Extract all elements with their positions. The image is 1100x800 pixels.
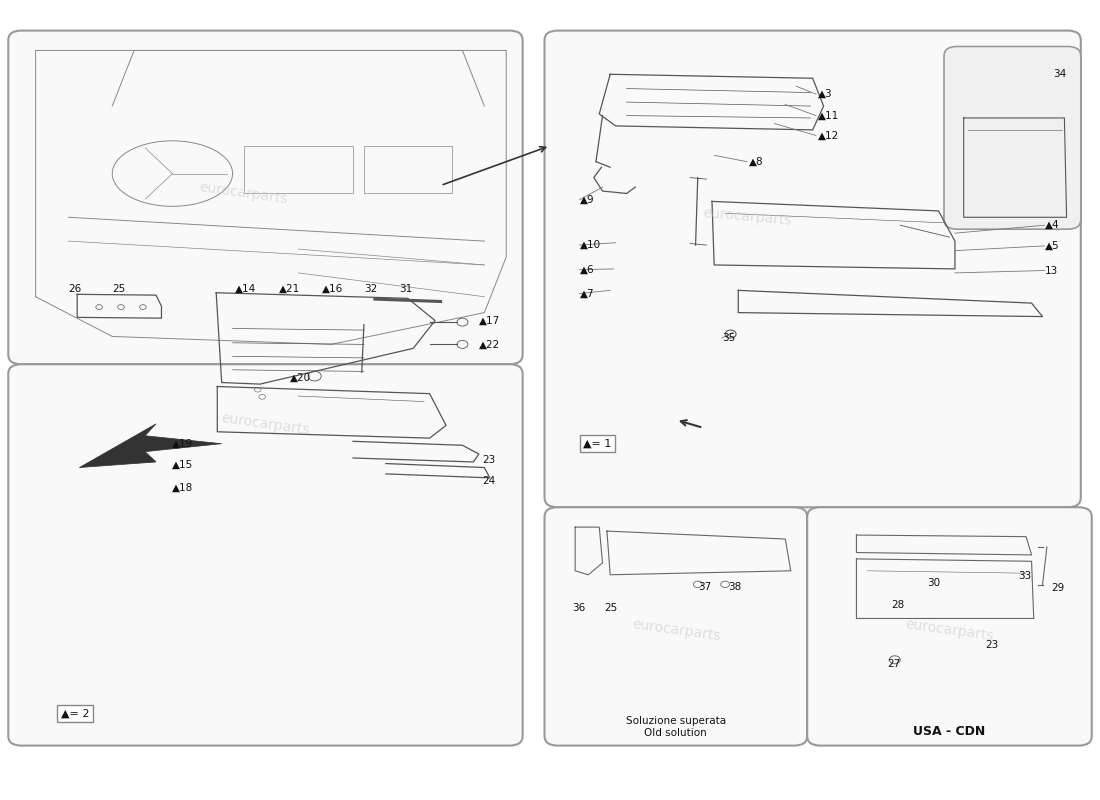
Text: 23: 23: [482, 454, 495, 465]
Text: ▲= 2: ▲= 2: [60, 709, 89, 719]
Text: 24: 24: [482, 476, 495, 486]
Text: 32: 32: [364, 284, 377, 294]
Text: 26: 26: [68, 284, 81, 294]
Text: ▲19: ▲19: [173, 438, 194, 449]
Text: ▲10: ▲10: [580, 240, 601, 250]
Text: ▲8: ▲8: [749, 157, 763, 166]
Text: ▲= 1: ▲= 1: [583, 438, 612, 449]
Text: 36: 36: [572, 603, 585, 613]
Text: 34: 34: [1054, 70, 1067, 79]
Text: ▲11: ▲11: [818, 110, 839, 121]
Text: 25: 25: [605, 603, 618, 613]
Bar: [243, 146, 353, 194]
Text: ▲14: ▲14: [234, 284, 256, 294]
FancyBboxPatch shape: [9, 364, 522, 746]
Text: Soluzione superata
Old solution: Soluzione superata Old solution: [626, 716, 726, 738]
Text: ▲4: ▲4: [1045, 220, 1059, 230]
Polygon shape: [79, 424, 222, 467]
Text: eurocarparts: eurocarparts: [198, 180, 288, 206]
Text: 33: 33: [1019, 571, 1032, 582]
Text: ▲5: ▲5: [1045, 241, 1059, 251]
Text: 28: 28: [891, 600, 904, 610]
Text: 38: 38: [728, 582, 741, 592]
Text: eurocarparts: eurocarparts: [904, 618, 994, 643]
FancyBboxPatch shape: [544, 507, 807, 746]
Text: 13: 13: [1045, 266, 1058, 275]
Text: 23: 23: [986, 640, 999, 650]
Text: 27: 27: [887, 658, 900, 669]
Text: ▲7: ▲7: [580, 289, 594, 298]
FancyBboxPatch shape: [944, 46, 1081, 229]
Text: 31: 31: [399, 284, 412, 294]
Text: 29: 29: [1052, 583, 1065, 594]
Text: eurocarparts: eurocarparts: [220, 410, 310, 437]
Text: ▲17: ▲17: [478, 315, 500, 326]
Text: ▲6: ▲6: [580, 265, 594, 274]
Bar: [364, 146, 451, 194]
Text: ▲3: ▲3: [818, 89, 833, 99]
Text: eurocarparts: eurocarparts: [630, 618, 720, 643]
Text: ▲21: ▲21: [278, 284, 300, 294]
Text: 37: 37: [697, 582, 711, 592]
Text: ▲9: ▲9: [580, 194, 594, 205]
Text: ▲15: ▲15: [173, 460, 194, 470]
Text: ▲12: ▲12: [818, 130, 839, 141]
Text: ▲22: ▲22: [478, 339, 500, 350]
Text: ▲18: ▲18: [173, 482, 194, 492]
Text: 30: 30: [927, 578, 940, 588]
Text: ▲20: ▲20: [289, 373, 310, 382]
Text: USA - CDN: USA - CDN: [913, 725, 986, 738]
Text: eurocarparts: eurocarparts: [702, 206, 792, 228]
FancyBboxPatch shape: [9, 30, 522, 364]
Text: 35: 35: [722, 333, 735, 343]
Text: 25: 25: [112, 284, 125, 294]
FancyBboxPatch shape: [544, 30, 1081, 507]
FancyBboxPatch shape: [807, 507, 1091, 746]
Text: ▲16: ▲16: [322, 284, 343, 294]
